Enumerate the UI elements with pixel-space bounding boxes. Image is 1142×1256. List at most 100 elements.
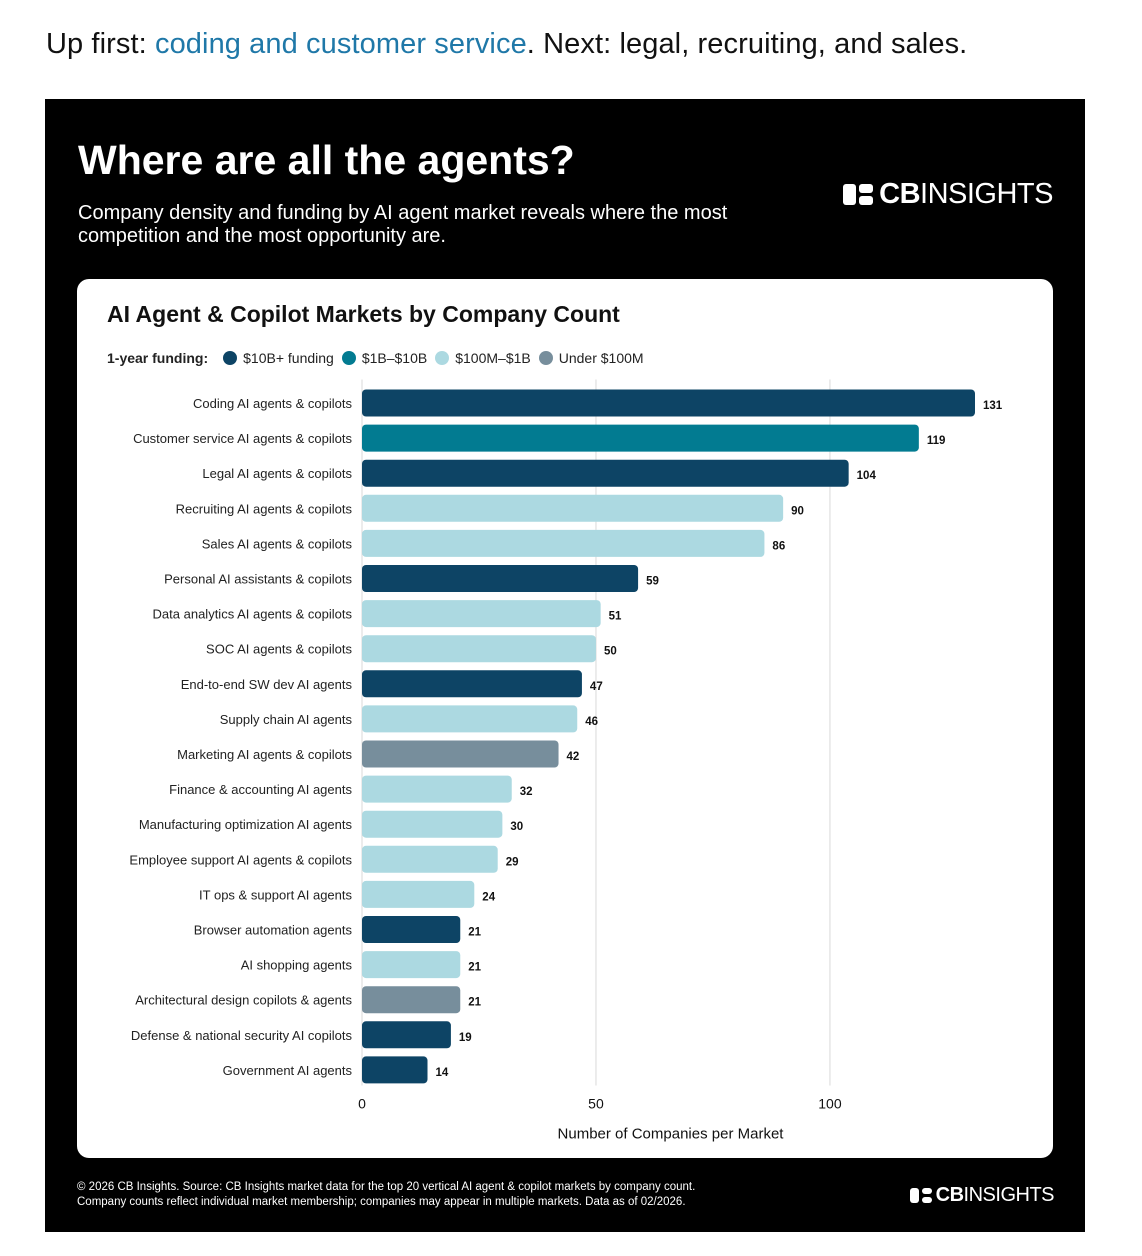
footer-line-1: © 2026 CB Insights. Source: CB Insights … [77,1181,696,1193]
chart-card: AI Agent & Copilot Markets by Company Co… [77,279,1053,1158]
chart-legend: 1-year funding: $10B+ funding $1B–$10B $… [107,350,652,366]
value-label: 42 [567,751,580,763]
category-label: Recruiting AI agents & copilots [176,501,353,516]
intro-text: Up first: coding and customer service. N… [46,28,967,61]
intro-prefix: Up first: [46,28,155,60]
brand-mark-icon [843,184,874,205]
legend-text-under-100m: Under $100M [558,350,644,366]
category-label: IT ops & support AI agents [199,887,352,902]
value-label: 32 [520,786,533,798]
legend-item-100m: $100M–$1B [435,350,531,366]
value-label: 104 [857,470,877,482]
category-label: Legal AI agents & copilots [202,466,352,481]
bar [362,951,461,979]
brand-logo: CBINSIGHTS [843,178,1053,211]
bar-chart: 0 50 100 Coding AI agents & copilots 131 Cust… [129,379,1003,1142]
value-label: 21 [468,927,481,939]
value-label: 47 [590,681,603,693]
bar [362,670,582,698]
legend-text-100m: $100M–$1B [455,350,531,366]
x-axis-title: Number of Companies per Market [558,1125,785,1142]
value-label: 29 [506,856,519,868]
value-label: 30 [510,821,523,833]
footer-note: © 2026 CB Insights. Source: CB Insights … [77,1180,695,1210]
footer-brand-wordmark: CBINSIGHTS [935,1184,1055,1207]
footer-brand-mark-icon [909,1188,932,1203]
legend-swatch-100m [435,351,450,365]
legend-text-10b: $10B+ funding [243,350,334,366]
category-label: Defense & national security AI copilots [131,1028,353,1043]
category-label: Marketing AI agents & copilots [177,747,352,762]
brand-bold: CB [879,178,921,210]
bar [362,494,784,522]
intro-suffix: . Next: legal, recruiting, and sales. [526,28,968,60]
legend-swatch-under-100m [538,351,553,365]
bar [362,740,559,768]
legend-swatch-1b [341,351,356,365]
bar [362,705,578,733]
value-label: 24 [482,891,495,903]
legend-label: 1-year funding: [107,350,209,366]
value-label: 90 [791,505,804,517]
chart-title: AI Agent & Copilot Markets by Company Co… [107,301,620,327]
category-label: End-to-end SW dev AI agents [181,677,353,692]
bar [362,916,461,943]
bar [362,424,919,452]
category-label: Manufacturing optimization AI agents [139,817,353,832]
category-label: Data analytics AI agents & copilots [153,607,353,622]
value-label: 14 [436,1067,449,1079]
value-label: 19 [459,1032,472,1044]
category-label: Sales AI agents & copilots [202,536,353,551]
bar [362,986,461,1014]
footer-line-2: Company counts reflect individual market… [77,1196,686,1208]
bar [362,389,975,417]
infographic-title: Where are all the agents? [78,137,575,183]
category-label: Personal AI assistants & copilots [164,572,352,587]
bar [362,565,639,592]
category-label: Employee support AI agents & copilots [129,852,352,867]
value-label: 131 [983,400,1003,412]
infographic-panel: Where are all the agents? Company densit… [45,99,1085,1232]
legend-item-1b: $1B–$10B [341,350,428,366]
legend-item-10b: $10B+ funding [223,350,334,366]
value-label: 46 [585,716,598,728]
category-label: Government AI agents [223,1063,353,1078]
x-tick-label: 50 [588,1095,604,1111]
x-tick-label: 0 [358,1095,366,1111]
intro-link[interactable]: coding and customer service [154,28,527,60]
bar [362,635,596,663]
category-label: AI shopping agents [241,958,353,973]
value-label: 51 [609,611,622,623]
infographic-subtitle: Company density and funding by AI agent … [78,202,728,247]
footer-brand-bold: CB [935,1184,964,1206]
bar [362,1056,428,1084]
brand-rest: INSIGHTS [920,178,1053,210]
footer-brand-logo: CBINSIGHTS [909,1184,1055,1207]
bar [362,529,765,557]
value-label: 86 [772,540,785,552]
bar [362,459,849,487]
bar [362,1021,451,1049]
bar [362,845,498,873]
legend-item-under-100m: Under $100M [538,350,644,366]
footer-brand-rest: INSIGHTS [963,1184,1055,1206]
bar [362,880,475,908]
category-label: SOC AI agents & copilots [206,642,352,657]
value-label: 119 [927,435,946,447]
bar [362,810,503,838]
value-label: 21 [468,962,481,974]
category-label: Supply chain AI agents [220,712,353,727]
category-label: Coding AI agents & copilots [193,396,352,411]
legend-text-1b: $1B–$10B [361,350,428,366]
category-label: Architectural design copilots & agents [135,993,352,1008]
category-label: Browser automation agents [194,923,353,938]
brand-wordmark: CBINSIGHTS [879,178,1053,211]
value-label: 21 [468,997,481,1009]
legend-swatch-10b [223,351,238,365]
value-label: 50 [604,646,617,658]
bar [362,775,512,803]
category-label: Customer service AI agents & copilots [133,431,352,446]
value-label: 59 [646,576,659,588]
x-tick-label: 100 [818,1095,842,1111]
category-label: Finance & accounting AI agents [169,782,352,797]
